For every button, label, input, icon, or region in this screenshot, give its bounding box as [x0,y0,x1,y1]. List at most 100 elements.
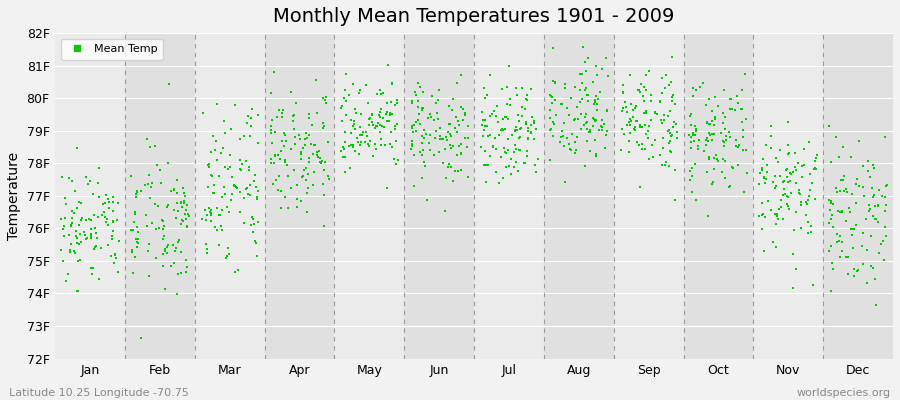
Point [843,153,858,160]
Point [145,180,159,186]
Point [124,227,139,233]
Point [508,146,523,152]
Point [482,72,497,78]
Point [710,158,724,164]
Point [518,120,533,127]
Point [302,111,317,117]
Point [403,146,418,152]
Point [589,151,603,157]
Point [209,138,223,144]
Point [373,121,387,128]
Point [758,214,772,221]
Point [54,247,68,254]
Point [269,113,284,120]
Point [782,206,796,212]
Point [104,233,119,239]
Point [267,160,282,166]
Point [374,90,388,97]
Point [266,181,280,188]
Point [142,172,157,178]
Point [826,224,841,230]
Point [509,92,524,98]
Point [301,171,315,177]
Point [72,198,86,205]
Point [177,200,192,207]
Point [806,180,820,186]
Point [210,226,224,233]
Point [421,115,436,121]
Point [297,167,311,173]
Point [360,133,374,140]
Point [644,116,659,123]
Point [800,201,814,207]
Point [652,98,667,105]
Point [454,104,468,110]
Point [657,116,671,123]
Point [417,135,431,142]
Point [705,118,719,124]
Point [546,121,561,127]
Point [824,199,838,206]
Point [670,128,684,135]
Point [769,211,783,217]
Point [835,208,850,214]
Point [368,124,382,131]
Point [284,145,299,152]
Point [174,199,188,206]
Point [214,194,229,200]
Point [416,89,430,96]
Point [379,111,393,117]
Point [346,142,360,148]
Point [109,255,123,262]
Point [265,139,279,146]
Point [585,79,599,85]
Point [847,266,861,272]
Point [305,151,320,157]
Point [628,127,643,133]
Point [701,154,716,161]
Point [208,147,222,153]
Point [440,136,454,143]
Point [850,176,864,182]
Point [501,116,516,122]
Point [723,183,737,189]
Point [836,144,850,151]
Point [740,170,754,176]
Point [76,229,91,235]
Point [685,165,699,172]
Point [430,96,445,103]
Point [338,139,352,145]
Point [175,204,189,211]
Point [632,87,646,94]
Point [409,119,423,126]
Point [373,109,387,116]
Point [730,93,744,100]
Point [824,243,838,249]
Point [174,221,188,228]
Point [855,243,869,250]
Point [589,63,603,69]
Point [579,111,593,118]
Point [172,237,186,243]
Point [374,136,388,142]
Point [801,230,815,236]
Point [688,128,703,134]
Point [652,152,667,158]
Point [310,153,325,160]
Point [832,232,847,239]
Point [568,116,582,123]
Point [773,147,788,153]
Point [280,205,294,211]
Point [342,142,356,149]
Point [553,138,567,145]
Point [776,179,790,185]
Point [278,132,293,138]
Point [315,180,329,187]
Point [845,244,859,251]
Point [562,141,576,147]
Point [439,134,454,140]
Point [579,162,593,169]
Point [167,207,182,214]
Point [302,115,317,121]
Point [669,101,683,108]
